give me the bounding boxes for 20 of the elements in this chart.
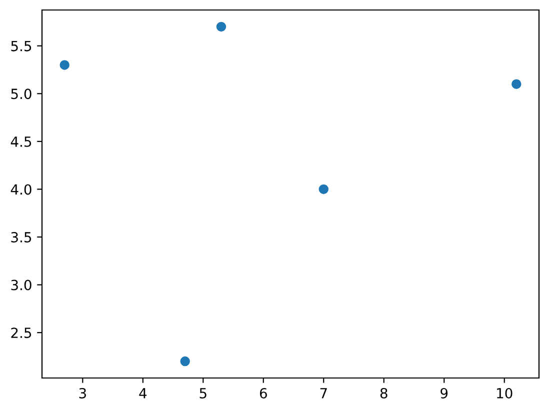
point (180, 356, 190, 366)
y-tick-label: 3.0 (11, 280, 32, 290)
point (60, 60, 70, 70)
point (512, 79, 522, 89)
x-tick-label: 7 (320, 388, 327, 398)
y-tick-label: 2.5 (11, 328, 32, 338)
y-tick-label: 4.5 (10, 136, 32, 147)
y-tick-label: 4.0 (10, 184, 32, 195)
point (318, 184, 328, 194)
x-tick-label: 5 (200, 388, 206, 398)
x-tick-label: 6 (260, 388, 267, 398)
x-tick-label: 3 (79, 388, 86, 398)
x-tick-label: 8 (380, 388, 388, 398)
x-tick-label: 9 (440, 388, 448, 398)
x-tick-label: 4 (139, 388, 147, 398)
y-tick-label: 5.0 (11, 88, 32, 100)
y-tick-label: 3.5 (11, 232, 32, 242)
y-tick-label: 5.5 (11, 40, 32, 52)
point (216, 22, 226, 32)
x-tick-label: 10 (497, 388, 512, 398)
